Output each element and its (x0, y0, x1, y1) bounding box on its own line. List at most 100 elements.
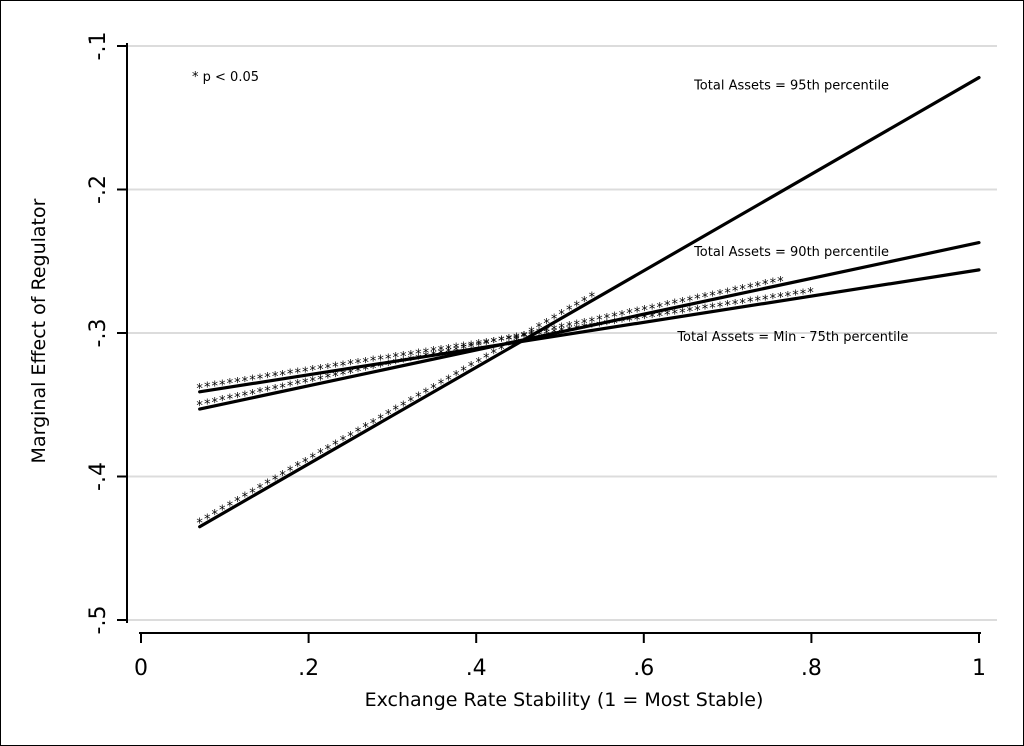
significance-star: * (649, 302, 656, 317)
significance-star: * (211, 379, 218, 394)
significance-star: * (355, 425, 362, 440)
significance-star: * (196, 517, 203, 532)
significance-star: * (611, 310, 618, 325)
significance-star: * (264, 371, 271, 386)
significance-star: * (762, 293, 769, 308)
significance-star: * (649, 311, 656, 326)
significance-star: * (415, 352, 422, 367)
significance-star: * (491, 336, 498, 351)
significance-star: * (468, 339, 475, 354)
significance-star: * (506, 333, 513, 348)
significance-star: * (460, 365, 467, 380)
significance-star: * (294, 378, 301, 393)
significance-star: * (558, 308, 565, 323)
significance-star: * (762, 278, 769, 293)
significance-star: * (589, 315, 596, 330)
significance-star: * (370, 362, 377, 377)
significance-star: * (717, 300, 724, 315)
series-label: Total Assets = 95th percentile (693, 79, 889, 94)
significance-star: * (604, 312, 611, 327)
significance-star: * (521, 330, 528, 345)
significance-star: * (777, 275, 784, 290)
significance-star: * (687, 294, 694, 309)
significance-star: * (604, 318, 611, 333)
significance-star: * (393, 351, 400, 366)
significance-star: * (400, 399, 407, 414)
significance-star: * (739, 297, 746, 312)
significance-star: * (634, 313, 641, 328)
significance-star: * (724, 286, 731, 301)
significance-markers: * * * * * * * * * * * * * * * * * * * * * * * * * * * * * * * * * * * * * * * *… (196, 275, 814, 532)
significance-star: * (294, 366, 301, 381)
significance-star: * (355, 357, 362, 372)
significance-star: * (498, 335, 505, 350)
significance-star: * (491, 336, 498, 351)
significance-star: * (574, 299, 581, 314)
significance-star: * (656, 301, 663, 316)
significance-star: * (732, 285, 739, 300)
significance-note: * p < 0.05 (192, 70, 259, 85)
significance-star: * (347, 430, 354, 445)
significance-star: * (589, 320, 596, 335)
y-tick-label: -.2 (86, 175, 111, 204)
significance-star: * (551, 323, 558, 338)
significance-star: * (317, 373, 324, 388)
significance-star: * (287, 368, 294, 383)
y-tick-label: -.4 (86, 462, 111, 491)
x-tick-label: 1 (972, 656, 986, 681)
significance-star: * (219, 504, 226, 519)
significance-star: * (596, 319, 603, 334)
significance-star: * (641, 304, 648, 319)
x-axis-title: Exchange Rate Stability (1 = Most Stable… (365, 689, 764, 711)
significance-star: * (513, 331, 520, 346)
significance-star: * (385, 352, 392, 367)
significance-star: * (242, 375, 249, 390)
significance-star: * (377, 354, 384, 369)
significance-star: * (249, 388, 256, 403)
significance-star: * (521, 330, 528, 345)
axes: -.1 -.2 -.3 -.4 -.5 0 .2 .4 .6 .8 1 (86, 32, 986, 681)
significance-star: * (755, 280, 762, 295)
y-tick-label: -.1 (86, 32, 111, 61)
significance-star: * (551, 312, 558, 327)
significance-star: * (574, 323, 581, 338)
significance-star: * (453, 342, 460, 357)
significance-star: * (393, 404, 400, 419)
significance-star: * (438, 378, 445, 393)
significance-star: * (619, 316, 626, 331)
series-line (198, 75, 981, 529)
significance-star: * (483, 352, 490, 367)
significance-star: * (566, 304, 573, 319)
significance-star: * (709, 302, 716, 317)
significance-star: * (279, 369, 286, 384)
significance-star: * (739, 283, 746, 298)
significance-star: * (332, 361, 339, 376)
significance-star: * (362, 421, 369, 436)
significance-star: * (770, 292, 777, 307)
significance-star: * (581, 295, 588, 310)
significance-star: * (430, 345, 437, 360)
significance-star: * (325, 372, 332, 387)
significance-star: * (234, 495, 241, 510)
significance-star: * (483, 337, 490, 352)
significance-star: * (498, 343, 505, 358)
significance-star: * (408, 349, 415, 364)
series-line (198, 268, 981, 394)
significance-star: * (574, 319, 581, 334)
significance-star: * (445, 373, 452, 388)
significance-star: * (747, 281, 754, 296)
significance-star: * (272, 370, 279, 385)
significance-star: * (310, 375, 317, 390)
significance-star: * (370, 417, 377, 432)
significance-star: * (589, 291, 596, 306)
significance-star: * (543, 317, 550, 332)
significance-star: * (385, 408, 392, 423)
significance-star: * (558, 322, 565, 337)
significance-star: * (340, 434, 347, 449)
series-label: Total Assets = 90th percentile (693, 245, 889, 260)
x-tick-label: .4 (466, 656, 487, 681)
significance-star: * (332, 370, 339, 385)
significance-star: * (242, 389, 249, 404)
